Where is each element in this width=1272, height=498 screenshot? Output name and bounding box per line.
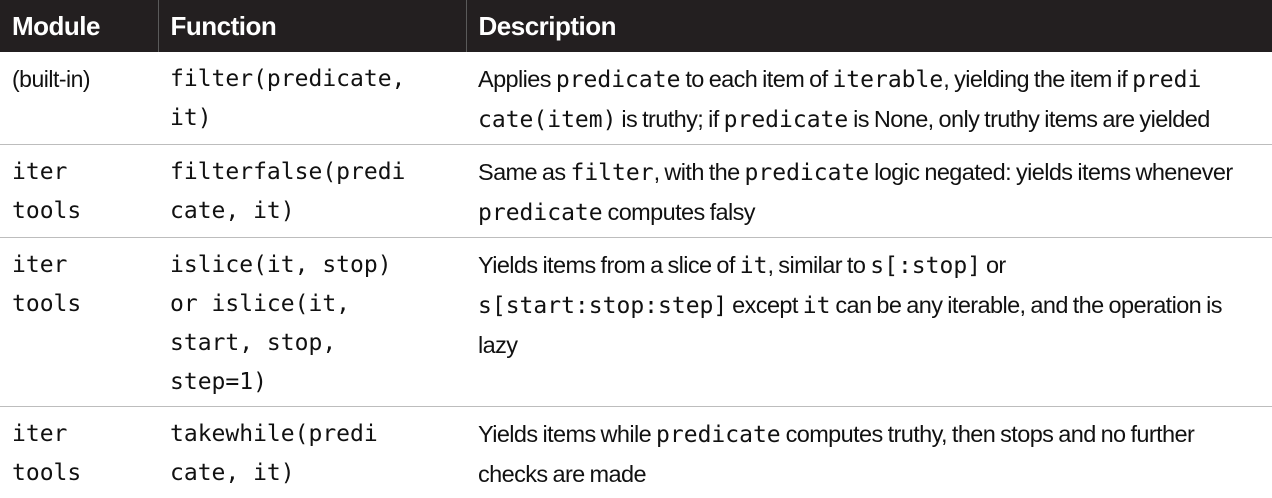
description-text: Yields items from a slice of — [478, 252, 740, 278]
description-line: lazy — [478, 326, 1266, 365]
module-text: iter — [12, 246, 152, 285]
module-text: tools — [12, 285, 152, 324]
inline-code: predicate — [745, 160, 870, 186]
function-signature: cate, it) — [170, 192, 460, 231]
description-text: except — [727, 292, 803, 318]
function-signature: filter(predicate, — [170, 60, 460, 99]
inline-code: predi — [1132, 67, 1201, 93]
inline-code: it — [803, 293, 831, 319]
description-text: Yields items while — [478, 421, 656, 447]
description-text: is None, only truthy items are yielded — [848, 106, 1209, 132]
function-signature: islice(it, stop) — [170, 246, 460, 285]
description-text: Applies — [478, 66, 556, 92]
function-signature: takewhile(predi — [170, 415, 460, 454]
description-line: checks are made — [478, 455, 1266, 494]
description-text: computes falsy — [603, 199, 755, 225]
inline-code: predicate — [478, 200, 603, 226]
description-line: Same as filter, with the predicate logic… — [478, 153, 1266, 193]
module-cell: (built-in) — [0, 52, 158, 145]
description-text: can be any iterable, and the operation i… — [830, 292, 1221, 318]
function-signature: filterfalse(predi — [170, 153, 460, 192]
description-cell: Yields items while predicate computes tr… — [466, 407, 1272, 498]
description-line: Applies predicate to each item of iterab… — [478, 60, 1266, 100]
description-text: logic negated: yields items whenever — [869, 159, 1232, 185]
inline-code: it — [740, 253, 768, 279]
description-line: Yields items while predicate computes tr… — [478, 415, 1266, 455]
inline-code: s[start:stop:step] — [478, 293, 727, 319]
description-text: or — [981, 252, 1006, 278]
inline-code: predicate — [656, 422, 781, 448]
table-header: Module Function Description — [0, 0, 1272, 52]
description-cell: Yields items from a slice of it, similar… — [466, 238, 1272, 407]
description-text: , with the — [654, 159, 745, 185]
description-text: computes truthy, then stops and no furth… — [781, 421, 1195, 447]
inline-code: predicate — [556, 67, 681, 93]
module-text: (built-in) — [12, 60, 152, 99]
header-row: Module Function Description — [0, 0, 1272, 52]
module-text: iter — [12, 153, 152, 192]
function-signature: it) — [170, 99, 460, 138]
function-signature: start, stop, — [170, 324, 460, 363]
inline-code: s[:stop] — [870, 253, 981, 279]
module-text: tools — [12, 454, 152, 493]
function-signature: cate, it) — [170, 454, 460, 493]
description-text: Same as — [478, 159, 570, 185]
description-line: Yields items from a slice of it, similar… — [478, 246, 1266, 286]
module-text: iter — [12, 415, 152, 454]
description-cell: Same as filter, with the predicate logic… — [466, 145, 1272, 238]
description-text: lazy — [478, 332, 517, 358]
table-body: (built-in)filter(predicate,it)Applies pr… — [0, 52, 1272, 498]
function-cell: islice(it, stop)or islice(it,start, stop… — [158, 238, 466, 407]
function-signature: or islice(it, — [170, 285, 460, 324]
description-cell: Applies predicate to each item of iterab… — [466, 52, 1272, 145]
inline-code: cate(item) — [478, 107, 616, 133]
inline-code: filter — [570, 160, 653, 186]
inline-code: iterable — [832, 67, 943, 93]
module-text: tools — [12, 192, 152, 231]
table-row: (built-in)filter(predicate,it)Applies pr… — [0, 52, 1272, 145]
header-description: Description — [466, 0, 1272, 52]
description-text: checks are made — [478, 461, 646, 487]
inline-code: predicate — [724, 107, 849, 133]
description-text: is truthy; if — [616, 106, 723, 132]
description-text: , similar to — [767, 252, 870, 278]
header-module: Module — [0, 0, 158, 52]
function-cell: filter(predicate,it) — [158, 52, 466, 145]
description-line: cate(item) is truthy; if predicate is No… — [478, 100, 1266, 140]
header-function: Function — [158, 0, 466, 52]
description-text: to each item of — [680, 66, 832, 92]
function-signature: step=1) — [170, 363, 460, 402]
description-line: predicate computes falsy — [478, 193, 1266, 233]
description-line: s[start:stop:step] except it can be any … — [478, 286, 1266, 326]
description-text: , yielding the item if — [943, 66, 1132, 92]
